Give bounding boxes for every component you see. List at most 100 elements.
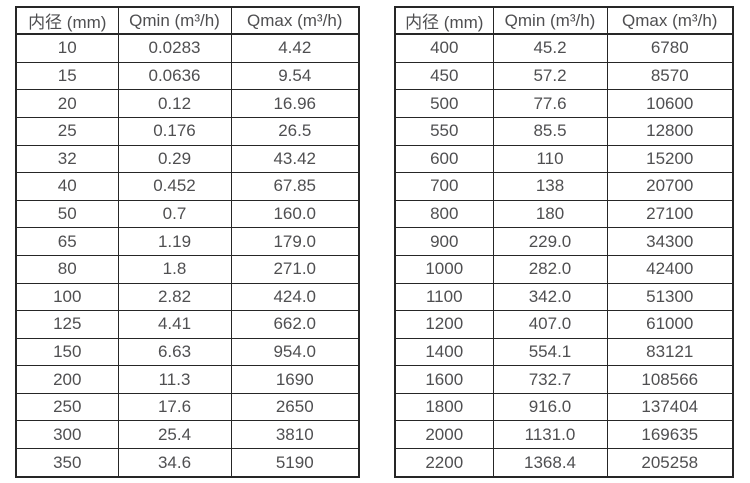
cell-qmax: 61000 [606, 310, 734, 339]
cell-qmin: 0.176 [117, 116, 232, 146]
cell-inner-diameter: 20 [15, 89, 119, 118]
cell-qmin: 0.29 [117, 144, 232, 174]
cell-inner-diameter: 500 [394, 89, 494, 118]
cell-qmin: 4.41 [117, 310, 232, 339]
table-row: 450 57.2 8570 [394, 61, 734, 91]
cell-inner-diameter: 800 [394, 199, 494, 229]
cell-inner-diameter: 350 [15, 448, 119, 478]
header-inner-diameter: 内径 (mm) [394, 6, 494, 35]
cell-inner-diameter: 80 [15, 254, 119, 284]
table-row: 2200 1368.4 205258 [394, 448, 734, 478]
cell-inner-diameter: 400 [394, 33, 494, 63]
header-qmin: Qmin (m³/h) [117, 6, 232, 35]
cell-qmax: 16.96 [230, 89, 360, 118]
table-row: 1200 407.0 61000 [394, 310, 734, 339]
cell-inner-diameter: 150 [15, 337, 119, 367]
table-row: 300 25.4 3810 [15, 420, 360, 450]
cell-qmin: 45.2 [492, 33, 608, 63]
cell-qmin: 0.7 [117, 199, 232, 229]
cell-qmin: 57.2 [492, 61, 608, 91]
cell-qmax: 5190 [230, 448, 360, 478]
cell-inner-diameter: 2200 [394, 448, 494, 478]
header-row: 内径 (mm) Qmin (m³/h) Qmax (m³/h) [394, 6, 734, 35]
cell-qmax: 27100 [606, 199, 734, 229]
table-row: 100 2.82 424.0 [15, 282, 360, 312]
cell-inner-diameter: 10 [15, 33, 119, 63]
table-row: 800 180 27100 [394, 199, 734, 229]
cell-inner-diameter: 100 [15, 282, 119, 312]
table-row: 500 77.6 10600 [394, 89, 734, 118]
table-row: 25 0.176 26.5 [15, 116, 360, 146]
cell-qmin: 0.0636 [117, 61, 232, 91]
cell-qmin: 0.0283 [117, 33, 232, 63]
cell-qmax: 179.0 [230, 227, 360, 256]
cell-inner-diameter: 125 [15, 310, 119, 339]
table-row: 1100 342.0 51300 [394, 282, 734, 312]
cell-qmax: 26.5 [230, 116, 360, 146]
cell-qmax: 2650 [230, 392, 360, 422]
cell-qmin: 2.82 [117, 282, 232, 312]
cell-qmin: 229.0 [492, 227, 608, 256]
cell-qmax: 1690 [230, 365, 360, 394]
cell-qmax: 42400 [606, 254, 734, 284]
cell-qmax: 12800 [606, 116, 734, 146]
header-qmax: Qmax (m³/h) [230, 6, 360, 35]
table-row: 600 110 15200 [394, 144, 734, 174]
header-inner-diameter: 内径 (mm) [15, 6, 119, 35]
table-row: 1000 282.0 42400 [394, 254, 734, 284]
table-row: 900 229.0 34300 [394, 227, 734, 256]
header-qmin: Qmin (m³/h) [492, 6, 608, 35]
cell-qmax: 8570 [606, 61, 734, 91]
cell-inner-diameter: 50 [15, 199, 119, 229]
cell-inner-diameter: 550 [394, 116, 494, 146]
cell-qmin: 1.19 [117, 227, 232, 256]
cell-qmax: 424.0 [230, 282, 360, 312]
cell-qmin: 110 [492, 144, 608, 174]
cell-inner-diameter: 1200 [394, 310, 494, 339]
header-qmax: Qmax (m³/h) [606, 6, 734, 35]
table-row: 65 1.19 179.0 [15, 227, 360, 256]
cell-qmin: 11.3 [117, 365, 232, 394]
cell-qmin: 25.4 [117, 420, 232, 450]
cell-inner-diameter: 65 [15, 227, 119, 256]
cell-qmin: 0.12 [117, 89, 232, 118]
cell-qmax: 205258 [606, 448, 734, 478]
cell-qmax: 15200 [606, 144, 734, 174]
cell-qmax: 67.85 [230, 172, 360, 201]
cell-qmax: 43.42 [230, 144, 360, 174]
cell-qmin: 180 [492, 199, 608, 229]
cell-qmax: 954.0 [230, 337, 360, 367]
cell-qmax: 137404 [606, 392, 734, 422]
cell-inner-diameter: 450 [394, 61, 494, 91]
table-row: 125 4.41 662.0 [15, 310, 360, 339]
table-row: 350 34.6 5190 [15, 448, 360, 478]
table-row: 1400 554.1 83121 [394, 337, 734, 367]
table-row: 400 45.2 6780 [394, 33, 734, 63]
cell-qmin: 17.6 [117, 392, 232, 422]
table-row: 200 11.3 1690 [15, 365, 360, 394]
cell-qmin: 85.5 [492, 116, 608, 146]
cell-qmax: 662.0 [230, 310, 360, 339]
cell-qmin: 6.63 [117, 337, 232, 367]
table-row: 10 0.0283 4.42 [15, 33, 360, 63]
cell-qmax: 169635 [606, 420, 734, 450]
cell-inner-diameter: 250 [15, 392, 119, 422]
cell-qmin: 1.8 [117, 254, 232, 284]
cell-qmax: 34300 [606, 227, 734, 256]
cell-qmin: 916.0 [492, 392, 608, 422]
cell-inner-diameter: 200 [15, 365, 119, 394]
table-row: 50 0.7 160.0 [15, 199, 360, 229]
table-row: 1800 916.0 137404 [394, 392, 734, 422]
cell-inner-diameter: 300 [15, 420, 119, 450]
cell-inner-diameter: 25 [15, 116, 119, 146]
cell-qmin: 554.1 [492, 337, 608, 367]
cell-inner-diameter: 15 [15, 61, 119, 91]
table-row: 40 0.452 67.85 [15, 172, 360, 201]
cell-inner-diameter: 600 [394, 144, 494, 174]
cell-qmax: 51300 [606, 282, 734, 312]
cell-qmin: 138 [492, 172, 608, 201]
cell-inner-diameter: 32 [15, 144, 119, 174]
table-row: 1600 732.7 108566 [394, 365, 734, 394]
cell-inner-diameter: 1000 [394, 254, 494, 284]
